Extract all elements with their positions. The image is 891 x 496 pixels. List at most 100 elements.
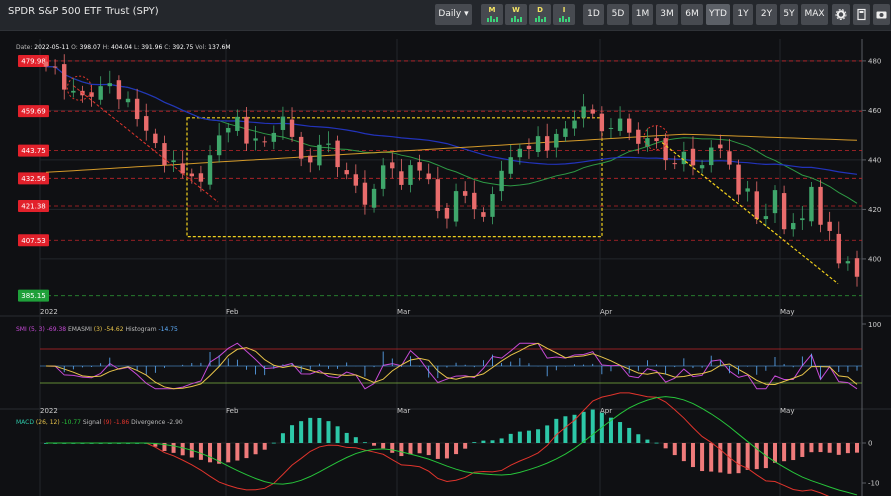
chart-area[interactable]: 480 460 440 420 400 479.98 459.69 443.75 432.56 4… — [0, 31, 891, 496]
range-button-6m[interactable]: 6M — [681, 4, 703, 25]
macd-histogram-bar — [554, 418, 559, 443]
candle-body — [344, 170, 349, 175]
histogram-name: Histogram — [125, 326, 157, 333]
bar-icon — [519, 17, 522, 22]
macd-histogram-bar — [290, 425, 295, 443]
macd-histogram-bar — [344, 432, 349, 443]
candle-body — [71, 90, 76, 93]
candle — [818, 179, 823, 233]
candle — [554, 128, 559, 158]
candle — [52, 59, 58, 75]
range-button-1y[interactable]: 1Y — [733, 4, 753, 25]
candle — [235, 109, 240, 136]
candle — [408, 160, 413, 193]
macd-histogram-bar — [618, 422, 623, 443]
macd-histogram-bar — [280, 433, 285, 443]
bar-icon — [561, 16, 564, 22]
range-button-1m[interactable]: 1M — [632, 4, 653, 25]
candle — [71, 78, 76, 98]
close-value: 392.75 — [172, 44, 194, 51]
candle-body — [280, 116, 286, 130]
interval-dropdown[interactable]: Daily ▾ — [435, 4, 472, 25]
range-button-3m[interactable]: 3M — [656, 4, 678, 25]
camera-icon — [876, 11, 887, 19]
level-label: 443.75 — [21, 147, 46, 155]
candle — [481, 207, 486, 222]
range-button-2y[interactable]: 2Y — [756, 4, 777, 25]
macd-histogram-bar — [326, 421, 331, 443]
indicator-intraday-button[interactable]: I — [553, 4, 575, 25]
candle — [253, 126, 258, 151]
candle-body — [590, 109, 595, 114]
candle-body — [690, 148, 696, 166]
macd-histogram-bar — [700, 443, 705, 472]
macd-histogram-bar — [672, 443, 677, 456]
y-tick-label: 460 — [868, 107, 881, 115]
macd-histogram-bar — [226, 443, 231, 463]
camera-button[interactable] — [873, 4, 890, 25]
smi-params: (5, 3) — [28, 326, 45, 333]
range-button-max[interactable]: MAX — [801, 4, 828, 25]
macd-histogram-bar — [217, 443, 222, 464]
candle-body — [371, 188, 377, 208]
bar-icon — [534, 18, 537, 22]
candle — [472, 180, 477, 220]
range-button-1d[interactable]: 1D — [583, 4, 604, 25]
emasmi-params: (3) — [93, 326, 103, 333]
candle — [271, 125, 277, 150]
macd-histogram-bar — [162, 443, 167, 452]
calculator-button[interactable] — [853, 4, 870, 25]
macd-histogram-bar — [727, 443, 732, 474]
candle-body — [818, 186, 823, 225]
y-tick-label: 420 — [868, 206, 881, 214]
candle — [681, 141, 687, 172]
indicator-label: M — [488, 6, 496, 14]
settings-icon — [835, 9, 847, 20]
candle-body — [453, 191, 459, 222]
candle — [198, 165, 204, 192]
range-button-5d[interactable]: 5D — [607, 4, 629, 25]
signal-line — [46, 396, 858, 496]
candle — [298, 131, 304, 167]
candle — [800, 205, 805, 230]
candle-body — [827, 221, 832, 231]
macd-histogram-bar — [809, 443, 814, 453]
candle-body — [554, 133, 559, 148]
candle — [763, 203, 769, 227]
candle-body — [663, 138, 668, 161]
candle-body — [353, 174, 359, 186]
candle — [645, 128, 650, 152]
indicator-daily-button[interactable]: D — [529, 4, 551, 25]
macd-histogram-bar — [454, 443, 459, 455]
price-chart[interactable]: 480 460 440 420 400 479.98 459.69 443.75 432.56 4… — [0, 31, 891, 496]
settings-button[interactable] — [832, 4, 850, 25]
indicator-monthly-button[interactable]: M — [481, 4, 503, 25]
macd-histogram-bar — [153, 443, 158, 447]
level-label: 407.53 — [21, 237, 46, 245]
candle-body — [226, 127, 231, 133]
level-badge — [18, 54, 49, 67]
open-value: 398.07 — [79, 44, 101, 51]
smi-name: SMI — [16, 326, 27, 333]
level-badge — [18, 234, 49, 247]
bar-icon — [537, 16, 540, 22]
macd-histogram-bar — [545, 425, 550, 443]
candle — [380, 157, 386, 197]
range-button-5y[interactable]: 5Y — [780, 4, 798, 25]
macd-histogram-bar — [490, 440, 495, 443]
chevron-down-icon: ▾ — [464, 9, 469, 19]
range-button-ytd[interactable]: YTD — [706, 4, 730, 25]
candle-body — [490, 194, 495, 217]
candle — [390, 152, 395, 179]
indicator-weekly-button[interactable]: W — [505, 4, 527, 25]
candle-body — [380, 165, 386, 189]
candle — [444, 202, 450, 229]
candle — [98, 76, 103, 105]
macd-histogram-bar — [718, 443, 723, 473]
macd-histogram-bar — [299, 421, 304, 443]
candle — [599, 106, 605, 139]
macd-histogram-bar — [836, 443, 841, 455]
macd-histogram-bar — [645, 439, 650, 443]
macd-histogram-bar — [262, 443, 267, 450]
candle-body — [144, 116, 149, 131]
